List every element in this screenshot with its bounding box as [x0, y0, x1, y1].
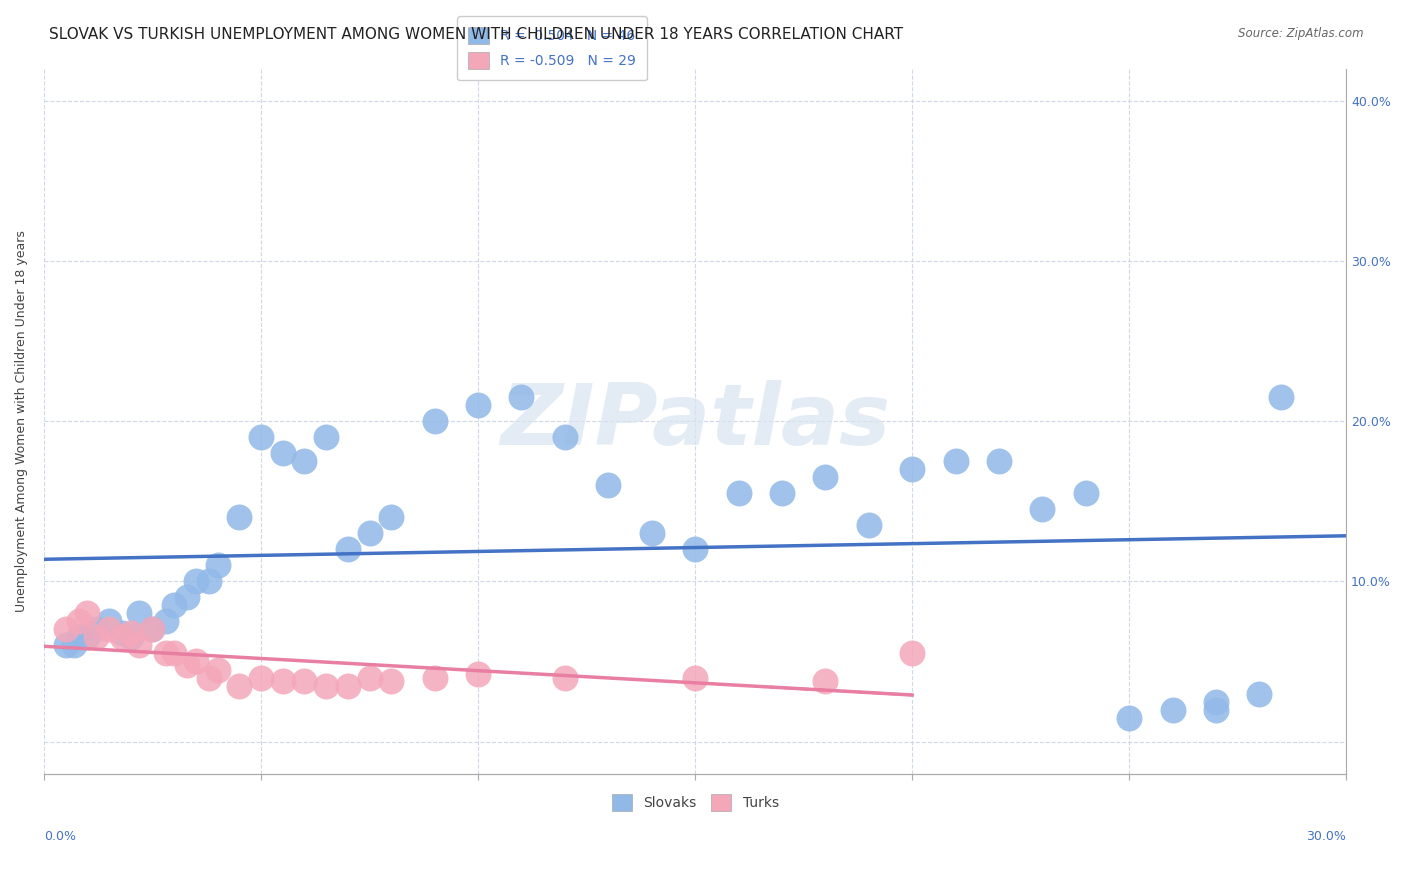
Text: 0.0%: 0.0%: [44, 830, 76, 843]
Point: [814, 673, 837, 688]
Point: [128, 607, 150, 621]
Point: [184, 655, 207, 669]
Point: [84, 623, 107, 637]
Point: [155, 615, 177, 629]
Point: [1074, 486, 1097, 500]
Point: [336, 542, 359, 557]
Point: [598, 478, 620, 492]
Point: [359, 671, 381, 685]
Point: [814, 470, 837, 484]
Point: [294, 454, 316, 468]
Text: Source: ZipAtlas.com: Source: ZipAtlas.com: [1239, 27, 1364, 40]
Text: ZIPatlas: ZIPatlas: [501, 380, 890, 463]
Point: [901, 462, 924, 476]
Point: [76, 631, 98, 645]
Point: [120, 631, 142, 645]
Point: [380, 510, 402, 524]
Point: [945, 454, 967, 468]
Point: [467, 398, 489, 412]
Point: [315, 679, 337, 693]
Point: [770, 486, 793, 500]
Point: [111, 625, 134, 640]
Point: [1118, 710, 1140, 724]
Point: [155, 647, 177, 661]
Point: [120, 625, 142, 640]
Point: [683, 542, 706, 557]
Y-axis label: Unemployment Among Women with Children Under 18 years: Unemployment Among Women with Children U…: [15, 230, 28, 612]
Point: [128, 639, 150, 653]
Point: [554, 671, 576, 685]
Point: [176, 591, 198, 605]
Point: [250, 671, 273, 685]
Point: [641, 526, 664, 541]
Point: [1031, 502, 1053, 516]
Point: [683, 671, 706, 685]
Point: [98, 615, 121, 629]
Point: [510, 390, 533, 404]
Point: [163, 599, 186, 613]
Point: [423, 671, 446, 685]
Point: [727, 486, 749, 500]
Point: [359, 526, 381, 541]
Point: [554, 430, 576, 444]
Point: [111, 631, 134, 645]
Point: [176, 657, 198, 672]
Point: [55, 639, 77, 653]
Point: [858, 518, 880, 533]
Point: [1161, 702, 1184, 716]
Point: [315, 430, 337, 444]
Point: [141, 623, 163, 637]
Point: [988, 454, 1011, 468]
Point: [901, 647, 924, 661]
Point: [423, 414, 446, 428]
Text: 30.0%: 30.0%: [1306, 830, 1347, 843]
Point: [163, 647, 186, 661]
Point: [98, 623, 121, 637]
Legend: Slovaks, Turks: Slovaks, Turks: [606, 788, 785, 816]
Point: [228, 679, 250, 693]
Point: [380, 673, 402, 688]
Point: [467, 667, 489, 681]
Point: [198, 671, 221, 685]
Point: [207, 558, 229, 573]
Point: [76, 607, 98, 621]
Point: [1249, 687, 1271, 701]
Point: [67, 631, 90, 645]
Point: [1270, 390, 1292, 404]
Point: [1205, 695, 1227, 709]
Point: [250, 430, 273, 444]
Point: [271, 673, 294, 688]
Point: [336, 679, 359, 693]
Point: [141, 623, 163, 637]
Point: [198, 574, 221, 589]
Point: [67, 615, 90, 629]
Point: [63, 639, 86, 653]
Point: [184, 574, 207, 589]
Point: [228, 510, 250, 524]
Point: [84, 631, 107, 645]
Point: [294, 673, 316, 688]
Point: [1205, 702, 1227, 716]
Point: [207, 663, 229, 677]
Point: [55, 623, 77, 637]
Text: SLOVAK VS TURKISH UNEMPLOYMENT AMONG WOMEN WITH CHILDREN UNDER 18 YEARS CORRELAT: SLOVAK VS TURKISH UNEMPLOYMENT AMONG WOM…: [49, 27, 903, 42]
Point: [271, 446, 294, 460]
